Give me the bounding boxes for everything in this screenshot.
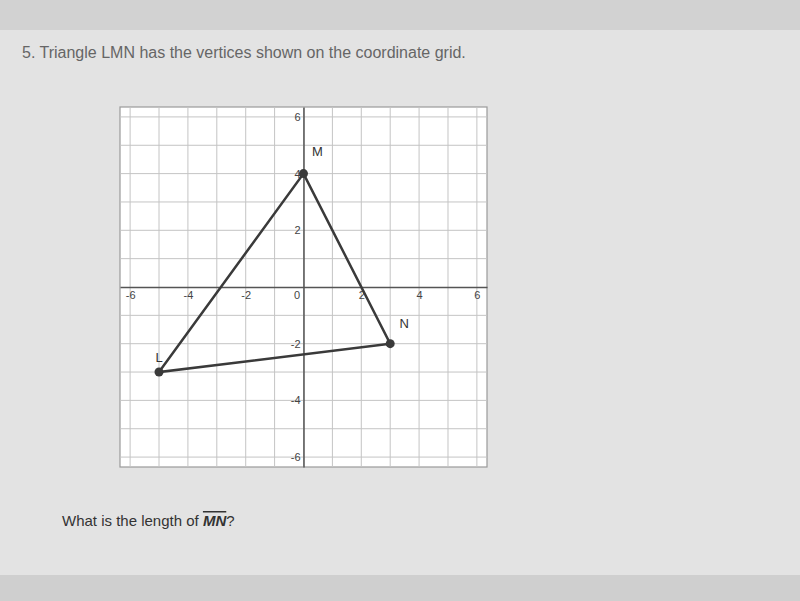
- tick: -6: [291, 451, 304, 463]
- vertex-label: L: [155, 350, 162, 365]
- question: What is the length of MN?: [62, 512, 235, 529]
- bottom-strip: [0, 575, 800, 601]
- tick: 4: [417, 287, 423, 301]
- top-strip: [0, 0, 800, 30]
- marks: [155, 169, 395, 376]
- axis-line: [303, 108, 305, 468]
- tick-label: 6: [294, 111, 300, 123]
- tick-label: 6: [474, 289, 480, 301]
- tick: 2: [294, 224, 303, 236]
- tick: 0: [294, 287, 304, 301]
- y-axis: -6-4-2246: [291, 108, 304, 468]
- grid: [120, 107, 487, 467]
- tick-label: -2: [241, 289, 251, 301]
- page: 5. Triangle LMN has the vertices shown o…: [0, 0, 800, 601]
- tick-label: 0: [294, 289, 300, 301]
- tick: -2: [291, 338, 304, 350]
- plot-frame: [120, 107, 487, 467]
- vertex: [386, 339, 395, 348]
- tick-label: -6: [126, 289, 136, 301]
- tick-label: -4: [184, 289, 194, 301]
- tick: -4: [184, 287, 194, 301]
- tick: 6: [474, 287, 480, 301]
- background: [0, 0, 800, 601]
- tick-label: 4: [417, 289, 423, 301]
- tick-label: -6: [291, 451, 301, 463]
- triangle: [159, 174, 390, 372]
- vertex-label: M: [312, 144, 323, 159]
- tick: -4: [291, 394, 304, 406]
- title: 5. Triangle LMN has the vertices shown o…: [22, 44, 466, 61]
- tick-label: 2: [294, 224, 300, 236]
- tick: -2: [241, 287, 251, 301]
- vertex: [299, 169, 308, 178]
- tick-label: -4: [291, 394, 301, 406]
- vertex-label: N: [399, 316, 408, 331]
- tick: -6: [126, 287, 136, 301]
- tick-label: -2: [291, 338, 301, 350]
- vertex: [155, 368, 164, 377]
- tick: 6: [294, 111, 303, 123]
